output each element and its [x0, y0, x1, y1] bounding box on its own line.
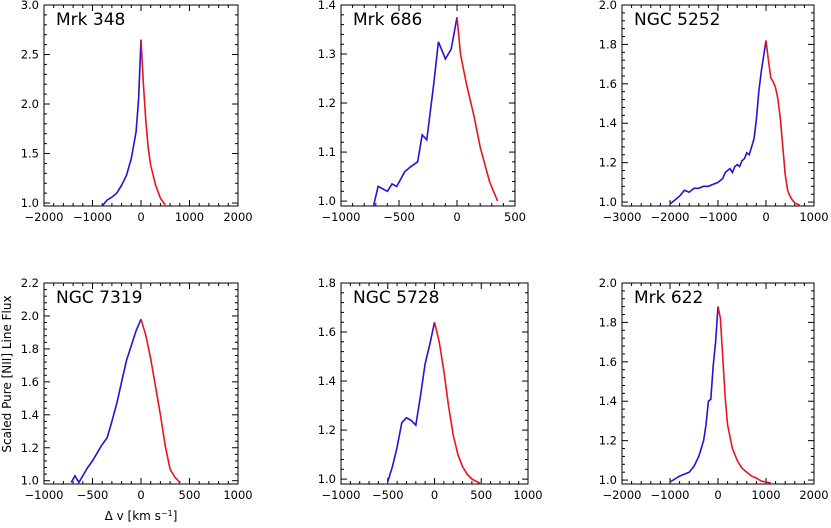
x-tick-label: −500 [383, 210, 415, 224]
y-tick-label: 1.4 [599, 116, 617, 130]
y-tick-label: 2.2 [21, 276, 39, 290]
y-tick-label: 1.6 [599, 77, 617, 91]
y-tick-label: 1.5 [21, 147, 39, 161]
x-tick-label: −500 [77, 488, 109, 502]
x-tick-label: 2000 [223, 210, 252, 224]
panel-title: NGC 5728 [353, 288, 439, 308]
x-tick-label: 1000 [799, 210, 828, 224]
series-line-blue [669, 306, 719, 483]
y-tick-label: 1.4 [318, 374, 336, 388]
y-tick-label: 1.2 [599, 156, 617, 170]
y-tick-label: 1.0 [21, 474, 39, 488]
y-tick-label: 1.4 [21, 408, 39, 422]
x-tick-label: −1000 [322, 210, 361, 224]
x-tick-label: 1000 [513, 488, 542, 502]
x-tick-label: 0 [762, 210, 769, 224]
series-line-blue [669, 40, 767, 205]
panel-frame [340, 4, 516, 207]
x-tick-label: 2000 [799, 488, 828, 502]
x-tick-label: 500 [179, 488, 201, 502]
panel-5: −2000 −1000 0 1000 2000 1.0 1.2 1.4 1.6 1.8 2.0 Mrk… [599, 276, 829, 502]
x-tick-label: 500 [504, 210, 526, 224]
x-tick-label: 1000 [175, 210, 204, 224]
y-tick-label: 1.4 [318, 0, 336, 12]
panel-frame [43, 4, 239, 207]
x-tick-label: −500 [372, 488, 404, 502]
panel-0: −2000 −1000 0 1000 2000 1.0 1.5 2.0 2.5 3.0 Mrk 34… [21, 0, 253, 224]
x-tick-label: −1000 [73, 210, 112, 224]
y-tick-label: 1.4 [599, 394, 617, 408]
x-tick-label: −2000 [603, 488, 642, 502]
panel-2: −3000 −2000 −1000 0 1000 1.0 1.2 1.4 1.6 1.8 2.0 NG… [599, 0, 829, 224]
y-tick-label: 1.0 [318, 194, 336, 208]
series-line-red [140, 39, 166, 206]
y-tick-label: 2.5 [21, 48, 39, 62]
y-tick-label: 1.0 [599, 473, 617, 487]
panel-title: Mrk 622 [634, 288, 703, 308]
series-line-red [765, 40, 800, 206]
series-line-blue [372, 17, 458, 206]
y-tick-label: 1.6 [21, 375, 39, 389]
panel-4: −1000 −500 0 500 1000 1.0 1.2 1.4 1.6 1.8 NGC 5728 [318, 276, 543, 502]
x-tick-label: −2000 [25, 210, 64, 224]
panel-title: Mrk 686 [353, 10, 422, 30]
x-tick-label: 1000 [751, 488, 780, 502]
y-tick-label: 1.0 [318, 472, 336, 486]
y-tick-label: 1.8 [21, 342, 39, 356]
y-tick-label: 1.0 [21, 196, 39, 210]
x-tick-label: −1000 [322, 488, 361, 502]
panel-frame [43, 282, 239, 485]
y-tick-label: 3.0 [21, 0, 39, 12]
x-tick-label: 500 [470, 488, 492, 502]
panel-1: −1000 −500 0 500 1.0 1.1 1.2 1.3 1.4 Mrk 686 [318, 0, 526, 224]
y-tick-label: 2.0 [599, 276, 617, 290]
series-line-red [717, 306, 771, 484]
x-tick-label: −1000 [651, 488, 690, 502]
series-line-blue [70, 318, 142, 484]
y-tick-label: 1.2 [21, 441, 39, 455]
y-tick-label: 2.0 [21, 97, 39, 111]
y-tick-label: 1.3 [318, 47, 336, 61]
x-tick-label: −3000 [603, 210, 642, 224]
y-tick-label: 2.0 [599, 0, 617, 12]
panel-frame [340, 282, 529, 485]
panel-title: NGC 7319 [56, 288, 142, 308]
series-line-red [456, 17, 499, 202]
x-tick-label: 0 [714, 488, 721, 502]
y-tick-label: 1.6 [599, 355, 617, 369]
panel-title: NGC 5252 [634, 10, 720, 30]
series-line-red [433, 322, 482, 484]
x-tick-label: 0 [453, 210, 460, 224]
y-tick-label: 2.0 [21, 309, 39, 323]
y-axis-label: Scaled Pure [NII] Line Flux [0, 295, 14, 452]
panel-title: Mrk 348 [56, 10, 125, 30]
y-tick-label: 1.2 [599, 434, 617, 448]
y-tick-label: 1.2 [318, 96, 336, 110]
series-line-blue [101, 39, 142, 206]
y-tick-label: 1.8 [599, 37, 617, 51]
x-tick-label: 0 [137, 488, 144, 502]
y-tick-label: 1.6 [318, 325, 336, 339]
series-line-blue [387, 322, 436, 482]
x-axis-label: Δ v [km s−1] [105, 509, 178, 524]
x-tick-label: 0 [137, 210, 144, 224]
y-tick-label: 1.2 [318, 423, 336, 437]
x-tick-label: −1000 [699, 210, 738, 224]
y-tick-label: 1.8 [599, 315, 617, 329]
x-tick-label: 0 [431, 488, 438, 502]
y-tick-label: 1.1 [318, 145, 336, 159]
series-line-red [140, 318, 181, 483]
x-tick-label: −1000 [25, 488, 64, 502]
y-tick-label: 1.8 [318, 276, 336, 290]
x-tick-label: −2000 [651, 210, 690, 224]
panel-3: −1000 −500 0 500 1000 1.0 1.2 1.4 1.6 1.8 2.0 2.2 NG… [21, 276, 253, 502]
y-tick-label: 1.0 [599, 195, 617, 209]
x-tick-label: 1000 [223, 488, 252, 502]
